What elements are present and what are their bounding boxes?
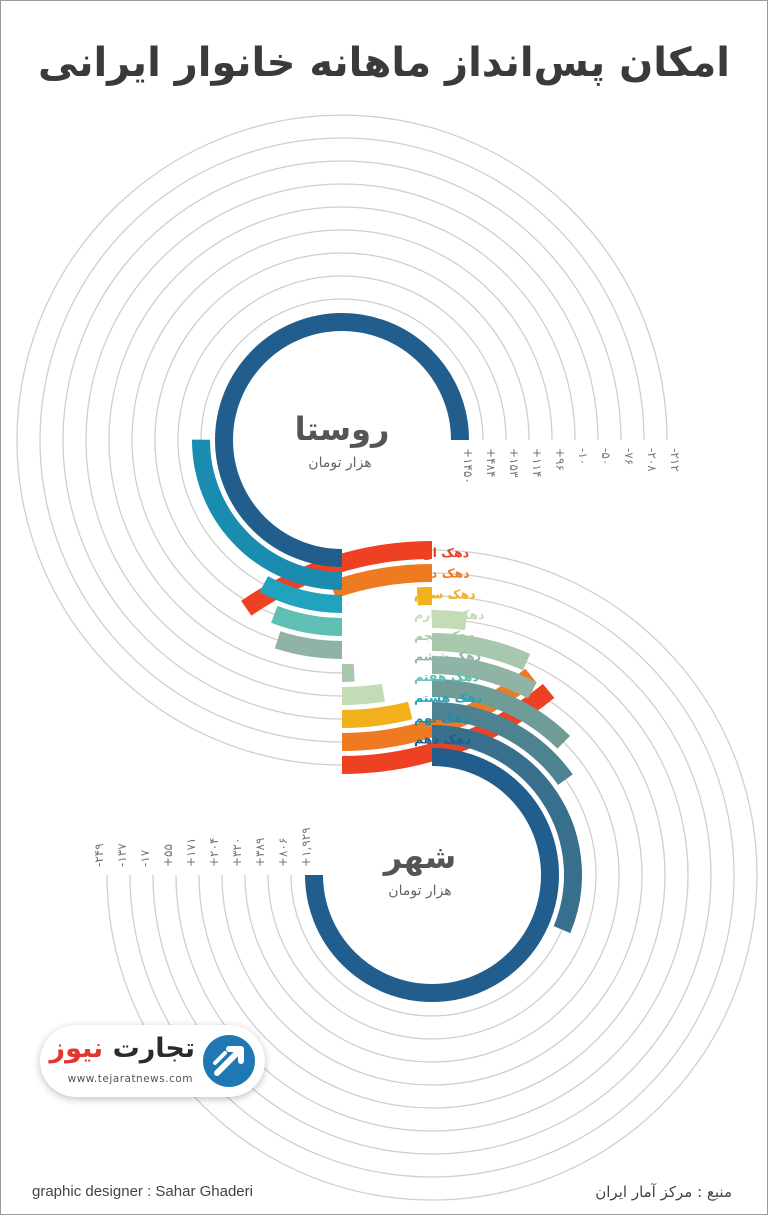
rural-bar <box>274 631 343 659</box>
urban-grid-ring <box>290 874 574 1017</box>
rural-grid-ring <box>108 439 343 674</box>
decile-label: دهک دهم <box>414 731 471 746</box>
urban-bar <box>305 748 559 1002</box>
rural-title: روستا <box>295 410 390 448</box>
urban-grid-ring <box>431 549 758 876</box>
urban-tick-label: +۸۰۶ <box>276 838 290 867</box>
urban-bar <box>431 610 468 631</box>
urban-tick-label: +۳۸۹ <box>253 838 267 867</box>
decile-label: دهک دوم <box>414 566 470 582</box>
urban-grid-ring <box>267 874 597 1040</box>
rural-bar <box>341 701 413 728</box>
rural-grid-ring <box>62 439 343 720</box>
rural-tick-label: +۹۶ <box>553 448 567 471</box>
rural-bar <box>259 576 343 613</box>
rural-tick-label: -۷۶ <box>622 448 636 465</box>
logo-name: تجارت نیوز <box>50 1033 195 1064</box>
rural-tick-label: +۱۵۳ <box>507 448 521 478</box>
urban-grid-ring <box>198 874 666 1109</box>
urban-tick-label: +۱,۹۲۹ <box>299 827 313 867</box>
rural-grid-ring <box>39 137 645 441</box>
decile-label: دهک هفتم <box>414 669 479 684</box>
urban-grid-ring <box>129 874 735 1178</box>
urban-title: شهر <box>382 838 457 876</box>
decile-label: دهک سوم <box>414 586 476 602</box>
rural-grid-ring <box>16 114 668 441</box>
rural-grid-ring <box>85 439 343 697</box>
urban-grid-ring <box>431 572 735 876</box>
rural-grid-ring <box>154 252 530 441</box>
rural-unit: هزار تومان <box>308 455 371 471</box>
urban-tick-label: +۲۰۴ <box>207 838 221 867</box>
decile-label: دهک پنجم <box>414 628 475 643</box>
logo-mark-icon <box>203 1035 255 1087</box>
rural-tick-label: -۱۰ <box>576 448 590 465</box>
decile-label: دهک نهم <box>414 711 469 726</box>
rural-tick-label: +۴۸۴ <box>484 448 498 477</box>
rural-tick-label: +۱۴۵۰ <box>461 448 475 484</box>
urban-tick-label: +۱۷۱ <box>184 838 198 867</box>
designer-credit: graphic designer : Sahar Ghaderi <box>32 1183 253 1200</box>
rural-bar <box>341 683 385 705</box>
logo-name-dark: تجارت <box>112 1033 195 1064</box>
logo-name-red: نیوز <box>49 1033 104 1064</box>
rural-grid-ring <box>85 183 599 441</box>
rural-grid-ring <box>177 275 507 441</box>
tick-labels: -۲۱۲ -۲۴۹ -۲۰۸ -۱۳۷ -۷۶ -۱۷ -۵۰ +۵۵ -۱۰ +۱۷۱ +۹۶ +۲… <box>92 448 682 867</box>
urban-tick-label: -۲۴۹ <box>92 843 106 867</box>
urban-grid-ring <box>431 595 712 876</box>
rural-bar <box>191 439 343 590</box>
urban-tick-label: +۵۵ <box>161 844 175 867</box>
rural-grid-ring <box>200 298 484 441</box>
urban-bar <box>431 656 537 699</box>
decile-label: دهک هشتم <box>414 690 483 705</box>
rural-grid-ring <box>108 206 576 441</box>
urban-unit: هزار تومان <box>388 883 451 899</box>
rural-tick-label: +۱۱۴ <box>530 448 544 477</box>
bars <box>191 313 582 1002</box>
decile-label: دهک اول <box>414 545 469 560</box>
urban-bar <box>431 725 582 934</box>
urban-bar <box>431 633 531 671</box>
rural-grid-ring <box>39 439 343 743</box>
urban-tick-label: -۱۷ <box>138 849 152 867</box>
rural-grid-ring <box>16 439 343 766</box>
logo-url: www.tejaratnews.com <box>67 1073 193 1085</box>
rural-bar <box>271 605 343 636</box>
rural-tick-label: -۲۰۸ <box>645 448 659 472</box>
decile-label: دهک ششم <box>414 649 481 664</box>
rural-tick-label: -۵۰ <box>599 448 613 465</box>
rural-bar <box>215 313 469 567</box>
rural-bar <box>341 668 537 751</box>
rural-tick-label: -۲۱۲ <box>668 448 682 472</box>
source-note: منبع : مرکز آمار ایران <box>595 1183 732 1201</box>
rural-grid-ring <box>62 160 622 441</box>
urban-grid-ring <box>175 874 689 1132</box>
urban-grid-ring <box>221 874 643 1086</box>
decile-label: دهک چهارم <box>414 607 485 623</box>
rural-grid-ring <box>131 229 553 441</box>
urban-bar <box>431 702 573 785</box>
urban-grid-ring <box>244 874 620 1063</box>
urban-bar <box>431 679 571 749</box>
urban-grid-ring <box>431 618 689 876</box>
page-title: امکان پس‌انداز ماهانه خانوار ایرانی <box>37 40 731 86</box>
urban-tick-label: +۳۲۰ <box>230 838 244 867</box>
urban-grid-ring <box>152 874 712 1155</box>
urban-tick-label: -۱۳۷ <box>115 843 129 867</box>
logo: تجارت نیوز www.tejaratnews.com <box>40 1025 265 1097</box>
decile-labels: دهک اول دهک دوم دهک سوم دهک چهارم دهک پنجم ده… <box>414 545 485 746</box>
